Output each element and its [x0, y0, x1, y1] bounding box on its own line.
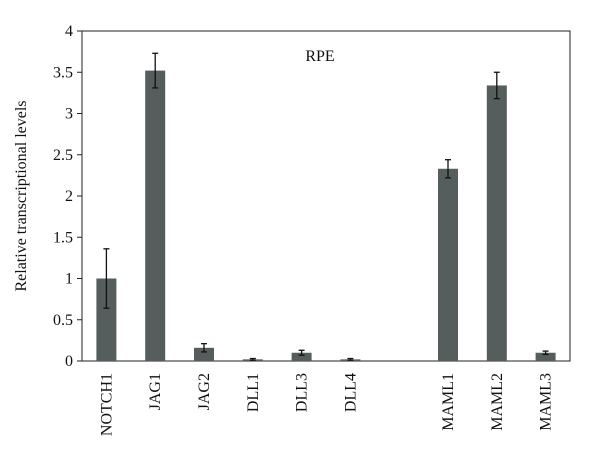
x-tick-label: MAML1	[440, 373, 457, 431]
error-bar	[542, 350, 549, 356]
y-tick-label: 0.5	[53, 312, 73, 329]
error-bar	[493, 71, 500, 100]
error-bar	[249, 357, 256, 361]
y-tick-label: 1	[65, 271, 73, 288]
bar	[486, 85, 507, 361]
error-bar	[445, 159, 451, 179]
y-tick-label: 4	[65, 23, 73, 40]
error-bar	[298, 349, 305, 356]
x-tick-label: NOTCH1	[98, 373, 115, 436]
error-bar	[201, 343, 207, 353]
y-axis-label: Relative transcriptional levels	[13, 100, 30, 291]
bar	[145, 70, 166, 361]
bar	[535, 352, 556, 361]
error-bar	[103, 248, 110, 309]
error-bar	[152, 52, 159, 89]
y-tick-label: 2	[65, 188, 73, 205]
x-tick-label: JAG2	[196, 373, 213, 410]
y-tick-label: 1.5	[53, 229, 73, 246]
error-bar	[347, 357, 354, 361]
x-tick-label: DLL1	[245, 373, 262, 412]
bar	[96, 278, 117, 361]
x-tick-label: DLL3	[294, 373, 311, 412]
bar	[194, 347, 214, 361]
x-tick-label: MAML3	[538, 373, 555, 431]
y-tick-label: 3	[65, 106, 73, 123]
x-tick-label: JAG1	[147, 373, 164, 410]
x-tick-label: DLL4	[342, 373, 359, 412]
chart-title: RPE	[305, 48, 334, 65]
bar	[438, 168, 458, 361]
y-tick-label: 0	[65, 353, 73, 370]
x-tick-label: MAML2	[489, 373, 506, 431]
y-tick-label: 2.5	[53, 147, 73, 164]
y-tick-label: 3.5	[53, 64, 73, 81]
bar	[291, 352, 312, 361]
